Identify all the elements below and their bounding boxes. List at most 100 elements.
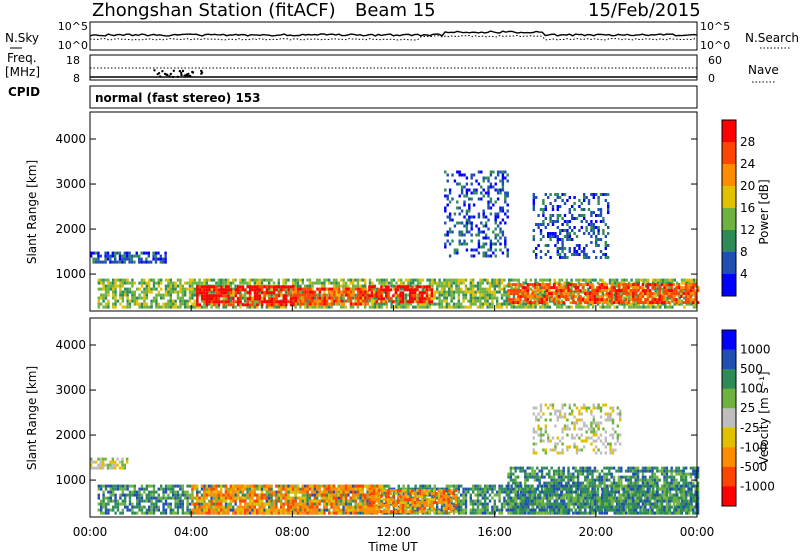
power-cell	[306, 279, 308, 282]
power-cell	[304, 300, 306, 303]
power-cell	[206, 300, 208, 303]
power-cell	[421, 291, 423, 294]
power-cell	[119, 294, 121, 297]
power-cell	[470, 300, 472, 303]
power-cell	[290, 285, 292, 288]
power-cell	[109, 261, 111, 264]
power-cell	[309, 300, 311, 303]
velocity-cell	[172, 494, 174, 497]
velocity-cell	[546, 506, 548, 509]
velocity-cell	[148, 512, 150, 515]
power-cell	[131, 285, 133, 288]
power-cell	[220, 294, 222, 297]
power-cell	[324, 300, 326, 303]
power-cell	[632, 301, 634, 304]
power-cell	[683, 279, 685, 282]
velocity-cell	[345, 503, 347, 506]
power-cell	[172, 288, 174, 291]
power-cell	[196, 303, 198, 306]
power-cell	[561, 244, 563, 247]
power-cell	[312, 300, 314, 303]
power-cell	[559, 232, 561, 235]
velocity-cell	[479, 485, 481, 488]
power-cell	[304, 297, 306, 300]
velocity-cell	[340, 503, 342, 506]
power-cell	[537, 226, 539, 229]
power-cell	[128, 258, 130, 261]
power-cell	[462, 306, 464, 309]
velocity-cell	[172, 509, 174, 512]
power-cell	[230, 300, 232, 303]
power-cell	[157, 252, 159, 255]
velocity-cell	[117, 485, 119, 488]
power-cell	[143, 300, 145, 303]
power-cell	[461, 186, 463, 189]
power-cell	[273, 297, 275, 300]
power-cell	[295, 291, 297, 294]
power-cell	[654, 279, 656, 282]
power-cell	[542, 208, 544, 211]
power-cell	[143, 252, 145, 255]
velocity-cell	[179, 488, 181, 491]
power-cell	[114, 258, 116, 261]
power-cell	[249, 279, 251, 282]
power-cell	[348, 291, 350, 294]
power-cell	[595, 214, 597, 217]
power-cell	[360, 303, 362, 306]
power-cell	[559, 205, 561, 208]
power-cell	[453, 306, 455, 309]
power-cell	[189, 282, 191, 285]
power-cell	[487, 201, 489, 204]
nave-tick-low: 0	[708, 72, 715, 85]
velocity-cell	[138, 500, 140, 503]
power-cell	[278, 282, 280, 285]
power-cell	[225, 306, 227, 309]
power-cell	[499, 180, 501, 183]
power-cell	[560, 292, 562, 295]
power-cell	[449, 213, 451, 216]
power-cell	[290, 291, 292, 294]
power-cell	[223, 300, 225, 303]
power-cell	[459, 231, 461, 234]
power-cell	[416, 285, 418, 288]
power-cell	[637, 298, 639, 301]
power-cell	[463, 174, 465, 177]
power-cell	[158, 306, 160, 309]
power-cell	[466, 177, 468, 180]
power-cell	[547, 235, 549, 238]
power-cell	[449, 189, 451, 192]
velocity-cell	[246, 506, 248, 509]
power-cell	[354, 300, 356, 303]
power-cell	[324, 297, 326, 300]
power-cell	[380, 288, 382, 291]
velocity-cell	[114, 500, 116, 503]
power-cell	[167, 300, 169, 303]
velocity-cell	[594, 506, 596, 509]
velocity-cell	[386, 485, 388, 488]
nave-dip-point	[168, 75, 170, 77]
power-cell	[426, 297, 428, 300]
velocity-cell	[486, 488, 488, 491]
power-cell	[603, 298, 605, 301]
power-cell	[373, 294, 375, 297]
power-cell	[492, 204, 494, 207]
power-cell	[548, 289, 550, 292]
power-cell	[594, 301, 596, 304]
power-cell	[547, 196, 549, 199]
velocity-cell	[191, 500, 193, 503]
power-cell	[397, 288, 399, 291]
power-cell	[543, 283, 545, 286]
power-cell	[407, 282, 409, 285]
power-cell	[100, 255, 102, 258]
power-cell	[324, 294, 326, 297]
power-cell	[499, 171, 501, 174]
power-cell	[575, 286, 577, 289]
power-cell	[390, 297, 392, 300]
power-cell	[640, 279, 642, 282]
power-cell	[312, 294, 314, 297]
power-cell	[647, 279, 649, 282]
power-cell	[477, 306, 479, 309]
velocity-cell	[105, 485, 107, 488]
power-cell	[479, 303, 481, 306]
power-cell	[309, 291, 311, 294]
